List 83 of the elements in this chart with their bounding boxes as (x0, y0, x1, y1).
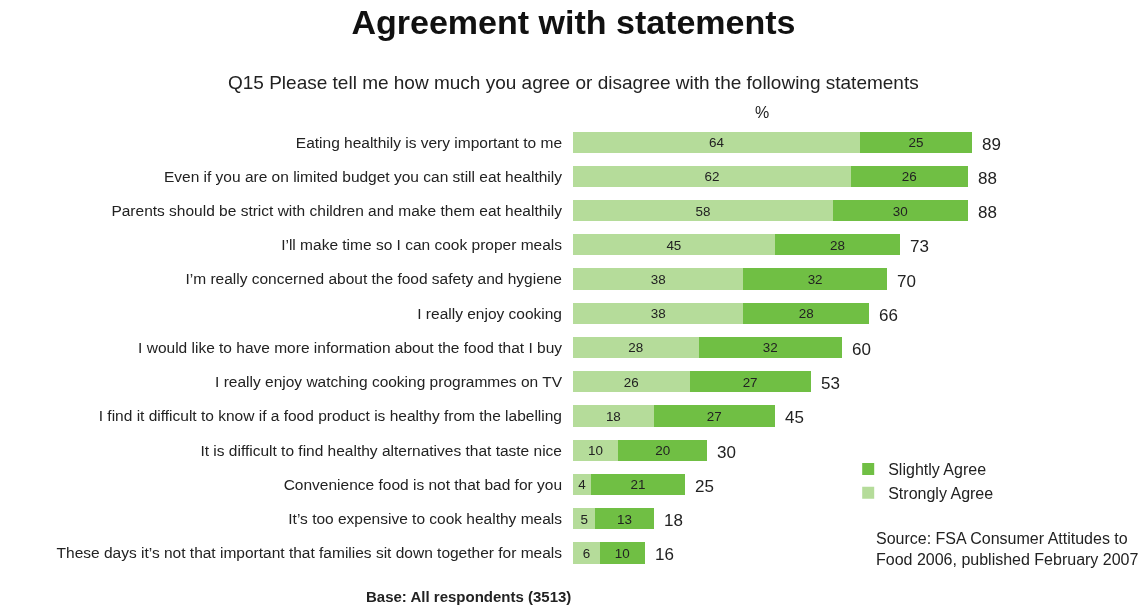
y-tick-label: It’s too expensive to cook healthy meals (288, 510, 563, 528)
annotation: Source: FSA Consumer Attitudes to Food 2006, published February 2007 (876, 530, 1139, 568)
data-label: 45 (666, 237, 682, 253)
bar (573, 131, 860, 153)
bar (573, 336, 699, 359)
data-label: 21 (630, 477, 646, 493)
data-label: 10 (614, 545, 630, 561)
bar (573, 302, 744, 324)
data-label: 32 (762, 340, 778, 356)
chart-title: Agreement with statements (351, 2, 796, 41)
data-label: 28 (628, 340, 644, 356)
total-label: 45 (785, 408, 804, 427)
data-label: 27 (742, 374, 758, 390)
data-label: 20 (655, 443, 671, 459)
data-label: 4 (578, 477, 587, 493)
total-label: 70 (897, 272, 916, 291)
bar (743, 268, 887, 290)
total-label: 53 (821, 374, 840, 393)
data-label: 18 (605, 408, 621, 424)
data-label: 28 (830, 237, 845, 253)
data-label: 28 (798, 306, 814, 322)
bar (698, 336, 842, 359)
y-tick-label: Convenience food is not that bad for you (283, 475, 562, 493)
bar (774, 234, 901, 256)
y-tick-label: Parents should be strict with children and make them eat healthily (111, 202, 563, 220)
bar (590, 473, 686, 496)
bar (573, 542, 600, 564)
data-label: 6 (582, 545, 591, 561)
y-tick-label: I would like to have more information about the food that I buy (138, 338, 563, 356)
y-tick-label: I really enjoy cooking (417, 304, 562, 322)
total-label: 88 (978, 169, 997, 188)
data-label: 30 (892, 203, 908, 219)
bar (617, 439, 708, 461)
total-label: 60 (852, 340, 871, 359)
chart-subtitle: Q15 Please tell me how much you agree or disagree with the following statements (228, 72, 919, 93)
total-label: 25 (695, 477, 714, 496)
bar (573, 371, 690, 393)
text: % (755, 104, 770, 121)
bar (743, 302, 869, 324)
total-label: 88 (978, 203, 997, 222)
bar (573, 268, 744, 290)
data-label: 38 (650, 306, 666, 322)
total-label: 30 (717, 443, 736, 462)
legend-label: Strongly Agree (888, 484, 994, 502)
y-tick-label: I find it difficult to know if a food product is healthy from the labelling (98, 407, 562, 425)
y-tick-label: It is difficult to find healthy alternatives that taste nice (200, 441, 562, 459)
bar (859, 131, 972, 153)
bar (573, 234, 775, 256)
text: Base: All respondents (3513) (366, 588, 572, 605)
bar (599, 542, 645, 564)
data-label: 13 (617, 511, 633, 527)
data-label: 10 (587, 443, 603, 459)
data-label: 38 (650, 271, 666, 287)
total-label: 73 (910, 237, 929, 256)
data-label: 32 (807, 271, 823, 287)
total-label: 66 (879, 306, 898, 325)
bar (833, 199, 968, 222)
y-tick-label: Even if you are on limited budget you can still eat healthily (163, 167, 563, 185)
total-label: 16 (655, 545, 674, 564)
total-label: 89 (982, 135, 1001, 154)
data-label: 64 (708, 135, 725, 151)
total-label: 18 (664, 511, 683, 530)
data-label: 27 (706, 408, 722, 424)
bar (573, 199, 834, 222)
y-tick-label: I really enjoy watching cooking programmes on TV (215, 373, 563, 391)
y-tick-label: These days it’s not that important that families sit down together for meals (56, 544, 563, 562)
bar (573, 405, 654, 427)
bar (573, 165, 851, 187)
data-label: 25 (908, 135, 924, 151)
legend-label: Slightly Agree (888, 461, 987, 479)
y-tick-label: I’m really concerned about the food safety and hygiene (185, 270, 562, 288)
data-label: 58 (695, 203, 711, 219)
data-label: 5 (580, 511, 588, 527)
bar (573, 439, 618, 461)
data-label: 26 (623, 374, 639, 390)
data-label: 26 (901, 169, 917, 185)
bar (653, 405, 775, 427)
y-tick-label: I’ll make time so I can cook proper meals (281, 236, 563, 254)
bar (595, 508, 654, 530)
bar (850, 165, 968, 187)
data-label: 62 (704, 169, 720, 185)
y-tick-label: Eating healthily is very important to me (295, 133, 562, 151)
bar (689, 371, 811, 393)
